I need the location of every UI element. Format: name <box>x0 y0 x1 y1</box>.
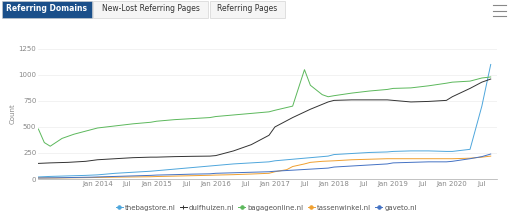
FancyBboxPatch shape <box>2 1 92 18</box>
FancyBboxPatch shape <box>210 1 285 18</box>
Y-axis label: Count: Count <box>10 104 15 124</box>
Legend: thebagstore.nl, dulfhuizen.nl, bagageonline.nl, tassenwinkel.nl, gaveto.nl: thebagstore.nl, dulfhuizen.nl, bagageonl… <box>113 202 419 214</box>
Text: New-Lost Referring Pages: New-Lost Referring Pages <box>101 4 200 13</box>
Text: Referring Domains: Referring Domains <box>7 4 88 13</box>
Text: Referring Pages: Referring Pages <box>218 4 278 13</box>
FancyBboxPatch shape <box>93 1 208 18</box>
